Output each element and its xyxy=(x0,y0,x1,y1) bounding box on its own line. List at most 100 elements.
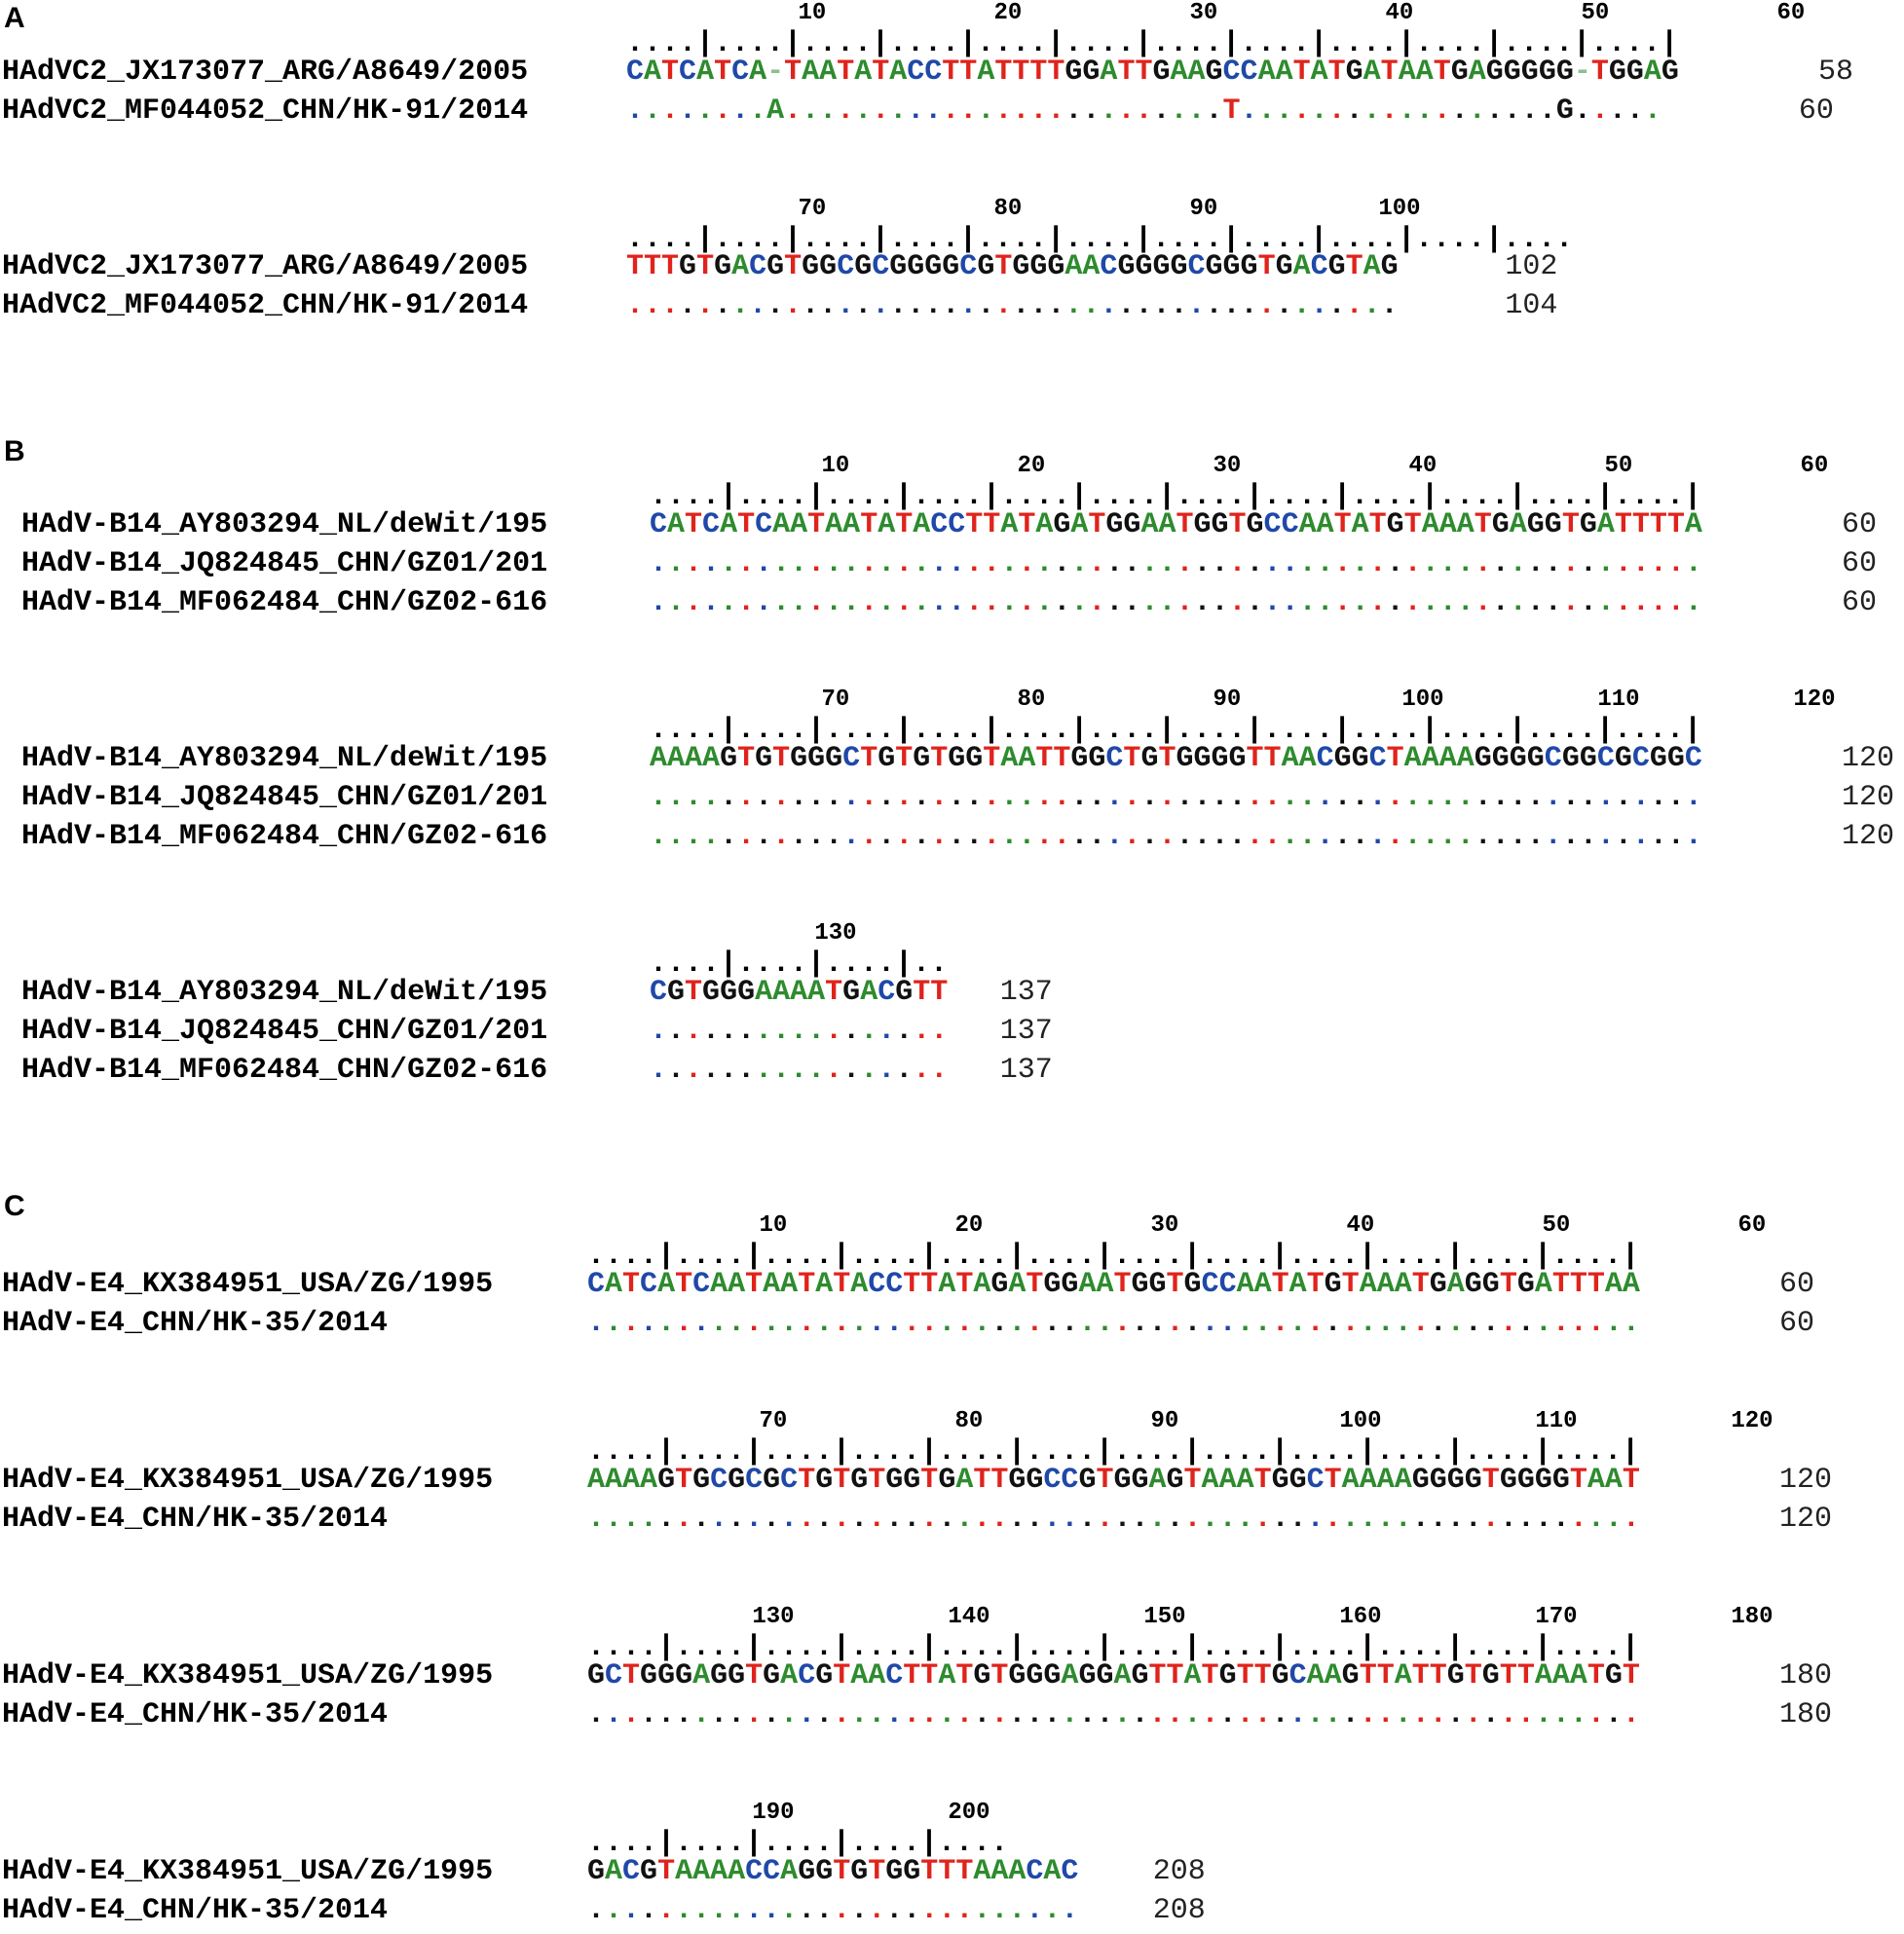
nucleotide: T xyxy=(798,1464,816,1497)
identity-dot: . xyxy=(1288,1698,1307,1731)
nucleotide: G xyxy=(1176,742,1194,775)
sequence-name: HAdV-B14_MF062484_CHN/GZ02-616 xyxy=(21,1054,548,1087)
identity-dot: . xyxy=(1684,820,1702,853)
identity-dot: . xyxy=(990,1698,1009,1731)
identity-dot: . xyxy=(650,586,668,619)
sequence-residues: GCTGGGAGGTGACGTAACTTATGTGGGAGGAGTTATGTTG… xyxy=(587,1659,1640,1692)
identity-dot: . xyxy=(1140,781,1159,814)
identity-dot: . xyxy=(807,1015,826,1048)
identity-dot: . xyxy=(1271,1503,1289,1536)
identity-dot: . xyxy=(955,1894,974,1927)
nucleotide: C xyxy=(1222,56,1241,89)
identity-dot: . xyxy=(622,1894,641,1927)
position-ruler: ....|....|....|....|....|....|....|....|… xyxy=(587,1631,1640,1664)
identity-dot: . xyxy=(650,820,668,853)
nucleotide: G xyxy=(702,976,721,1009)
identity-dot: . xyxy=(860,1054,878,1087)
nucleotide: A xyxy=(1376,1464,1395,1497)
nucleotide: G xyxy=(1240,250,1258,283)
nucleotide: A xyxy=(644,56,662,89)
nucleotide: A xyxy=(1415,56,1434,89)
identity-dot: . xyxy=(1008,1698,1027,1731)
nucleotide: A xyxy=(650,742,668,775)
nucleotide: A xyxy=(1341,1464,1360,1497)
nucleotide: C xyxy=(780,1464,799,1497)
nucleotide: C xyxy=(930,508,949,541)
identity-dot: . xyxy=(1148,1307,1167,1340)
nucleotide: G xyxy=(1026,1464,1044,1497)
identity-dot: . xyxy=(930,820,949,853)
identity-dot: . xyxy=(1386,820,1404,853)
identity-dot: . xyxy=(1310,94,1328,128)
nucleotide: G xyxy=(790,742,808,775)
nucleotide: C xyxy=(763,1855,781,1888)
identity-dot: . xyxy=(1446,1307,1465,1340)
nucleotide: T xyxy=(1053,742,1071,775)
identity-dot: . xyxy=(605,1307,623,1340)
tick-label: 200 xyxy=(948,1800,990,1826)
identity-dot: . xyxy=(1088,781,1106,814)
identity-dot: . xyxy=(1403,820,1422,853)
identity-dot: . xyxy=(1569,1698,1587,1731)
identity-dot: . xyxy=(1316,547,1334,580)
nucleotide: G xyxy=(1526,742,1545,775)
identity-dot: . xyxy=(587,1503,606,1536)
identity-dot: . xyxy=(1140,547,1159,580)
identity-dot: . xyxy=(1298,547,1317,580)
sequence-name: HAdV-B14_AY803294_NL/deWit/195 xyxy=(21,508,548,541)
nucleotide: T xyxy=(798,1268,816,1301)
identity-dot: . xyxy=(1246,781,1264,814)
identity-dot: . xyxy=(1100,289,1118,322)
sequence-residues: ........................................… xyxy=(650,547,1702,580)
tick-label: 50 xyxy=(1581,0,1610,26)
identity-dot: . xyxy=(1205,94,1223,128)
nucleotide: T xyxy=(1499,1268,1517,1301)
identity-dot: . xyxy=(1306,1698,1325,1731)
identity-dot: . xyxy=(1333,781,1352,814)
identity-dot: . xyxy=(1526,781,1545,814)
identity-dot: . xyxy=(877,586,896,619)
identity-dot: . xyxy=(1363,289,1381,322)
nucleotide: C xyxy=(1316,742,1334,775)
tick-label: 70 xyxy=(798,196,827,222)
identity-dot: . xyxy=(1211,781,1229,814)
nucleotide: A xyxy=(1281,742,1299,775)
nucleotide: G xyxy=(854,250,873,283)
identity-dot: . xyxy=(1035,820,1054,853)
identity-dot: . xyxy=(780,1503,799,1536)
identity-dot: . xyxy=(1649,586,1667,619)
identity-dot: . xyxy=(802,94,820,128)
identity-dot: . xyxy=(815,1698,834,1731)
nucleotide: G xyxy=(1070,742,1089,775)
identity-dot: . xyxy=(1534,1307,1552,1340)
nucleotide: T xyxy=(1359,1659,1377,1692)
sequence-name: HAdV-B14_AY803294_NL/deWit/195 xyxy=(21,976,548,1009)
identity-dot: . xyxy=(1000,586,1019,619)
identity-dot: . xyxy=(948,547,966,580)
identity-dot: . xyxy=(1614,820,1632,853)
identity-dot: . xyxy=(885,1698,904,1731)
identity-dot: . xyxy=(622,1698,641,1731)
identity-dot: . xyxy=(745,1894,764,1927)
sequence-name: HAdVC2_JX173077_ARG/A8649/2005 xyxy=(2,250,529,283)
identity-dot: . xyxy=(877,820,896,853)
identity-dot: . xyxy=(1117,289,1136,322)
nucleotide: T xyxy=(1411,1268,1430,1301)
identity-dot: . xyxy=(1481,1307,1500,1340)
identity-dot: . xyxy=(1035,586,1054,619)
nucleotide: A xyxy=(1082,250,1101,283)
nucleotide: G xyxy=(1135,250,1153,283)
identity-dot: . xyxy=(605,1503,623,1536)
nucleotide: A xyxy=(1438,508,1457,541)
identity-dot: . xyxy=(1008,1503,1027,1536)
identity-dot: . xyxy=(1604,1503,1623,1536)
identity-dot: . xyxy=(650,1054,668,1087)
nucleotide: G xyxy=(728,1464,746,1497)
nucleotide: T xyxy=(860,508,878,541)
nucleotide: A xyxy=(1359,1464,1377,1497)
nucleotide: G xyxy=(1271,1464,1289,1497)
sequence-name: HAdV-E4_CHN/HK-35/2014 xyxy=(2,1503,389,1536)
identity-dot: . xyxy=(1193,781,1212,814)
identity-dot: . xyxy=(942,94,960,128)
identity-dot: . xyxy=(1131,1307,1149,1340)
